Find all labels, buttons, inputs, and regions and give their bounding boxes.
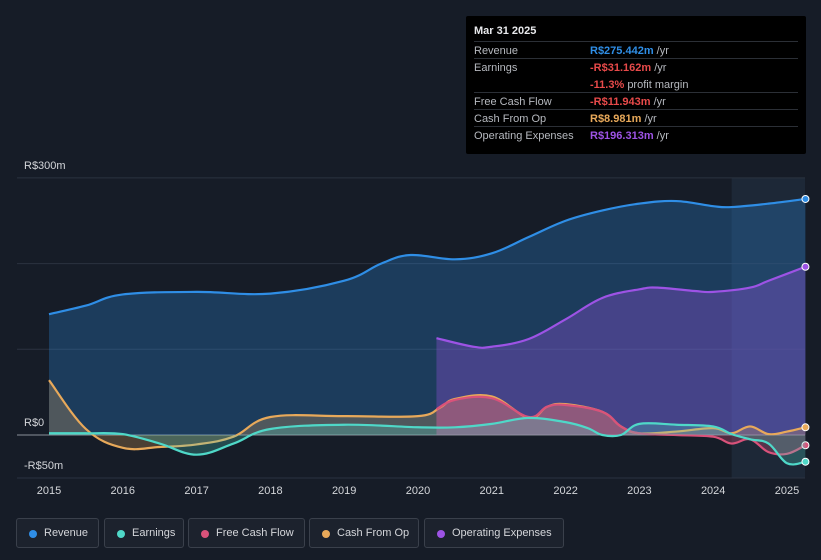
earnings-line bbox=[48, 416, 806, 466]
tooltip-label: Revenue bbox=[474, 45, 519, 57]
operating-expenses-line bbox=[436, 265, 806, 349]
tooltip-row-cash-from-op: Cash From Op R$8.981m /yr bbox=[474, 109, 798, 127]
x-tick-label: 2016 bbox=[110, 485, 136, 497]
legend-dot-icon bbox=[201, 530, 209, 538]
earnings-area bbox=[49, 417, 806, 465]
x-tick-label: 2019 bbox=[331, 485, 357, 497]
legend-label: Earnings bbox=[132, 527, 176, 539]
legend-dot-icon bbox=[29, 530, 37, 538]
legend-label: Cash From Op bbox=[337, 527, 410, 539]
tooltip-value: R$196.313m /yr bbox=[590, 130, 669, 142]
legend-dot-icon bbox=[322, 530, 330, 538]
tooltip-row-operating-expenses: Operating Expenses R$196.313m /yr bbox=[474, 126, 798, 144]
operating-expenses-area bbox=[436, 266, 806, 435]
cash-from-op-area bbox=[49, 380, 806, 450]
tooltip-value: -R$11.943m /yr bbox=[590, 96, 666, 108]
tooltip-value: R$8.981m /yr bbox=[590, 113, 657, 125]
legend-dot-icon bbox=[117, 530, 125, 538]
tooltip-profit-margin: -11.3% profit margin bbox=[590, 79, 689, 91]
tooltip-label: Operating Expenses bbox=[474, 130, 574, 142]
legend-item-free-cash-flow[interactable]: Free Cash Flow bbox=[188, 518, 305, 548]
y-tick-label-300: R$300m bbox=[24, 160, 66, 172]
earnings-end-point bbox=[801, 457, 810, 466]
cash-from-op-end-point bbox=[801, 423, 810, 432]
legend-item-earnings[interactable]: Earnings bbox=[104, 518, 184, 548]
x-tick-label: 2024 bbox=[700, 485, 726, 497]
legend-item-operating-expenses[interactable]: Operating Expenses bbox=[424, 518, 564, 548]
tooltip-date: Mar 31 2025 bbox=[474, 25, 537, 37]
x-tick-label: 2025 bbox=[774, 485, 800, 497]
tooltip-value: R$275.442m /yr bbox=[590, 45, 669, 57]
legend-label: Free Cash Flow bbox=[216, 527, 294, 539]
free-cash-flow-end-point bbox=[801, 441, 810, 450]
x-tick-label: 2022 bbox=[553, 485, 578, 497]
tooltip-row-free-cash-flow: Free Cash Flow -R$11.943m /yr bbox=[474, 92, 798, 110]
legend-label: Operating Expenses bbox=[452, 527, 552, 539]
legend-label: Revenue bbox=[44, 527, 89, 539]
tooltip-label: Earnings bbox=[474, 62, 518, 74]
tooltip-label: Free Cash Flow bbox=[474, 96, 552, 108]
x-tick-label: 2017 bbox=[184, 485, 209, 497]
x-tick-label: 2021 bbox=[479, 485, 505, 497]
x-tick-label: 2023 bbox=[627, 485, 652, 497]
y-tick-label-0: R$0 bbox=[24, 417, 45, 429]
y-tick-label-neg50: -R$50m bbox=[24, 460, 64, 472]
tooltip-row-earnings: Earnings -R$31.162m /yr -11.3% profit ma… bbox=[474, 58, 798, 93]
revenue-end-point bbox=[801, 194, 810, 203]
data-tooltip: Mar 31 2025 Revenue R$275.442m /yr Earni… bbox=[466, 16, 806, 154]
legend-dot-icon bbox=[437, 530, 445, 538]
operating-expenses-end-point bbox=[801, 262, 810, 271]
revenue-line bbox=[48, 197, 806, 316]
tooltip-value: -R$31.162m /yr bbox=[590, 62, 667, 74]
legend-item-revenue[interactable]: Revenue bbox=[16, 518, 99, 548]
tooltip-label: Cash From Op bbox=[474, 113, 547, 125]
x-tick-label: 2015 bbox=[36, 485, 62, 497]
x-tick-label: 2020 bbox=[405, 485, 431, 497]
tooltip-row-revenue: Revenue R$275.442m /yr bbox=[474, 41, 798, 59]
legend-item-cash-from-op[interactable]: Cash From Op bbox=[309, 518, 419, 548]
x-tick-label: 2018 bbox=[258, 485, 283, 497]
free-cash-flow-area bbox=[436, 396, 806, 455]
revenue-area bbox=[49, 198, 806, 435]
